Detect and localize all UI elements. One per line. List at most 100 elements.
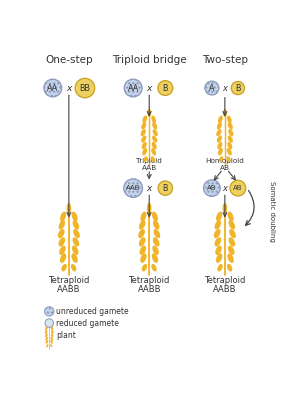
Ellipse shape xyxy=(58,229,65,238)
Ellipse shape xyxy=(44,79,62,97)
Ellipse shape xyxy=(158,181,173,195)
Text: x: x xyxy=(222,184,227,193)
Ellipse shape xyxy=(231,82,245,95)
Text: x: x xyxy=(146,184,152,193)
Ellipse shape xyxy=(71,253,78,263)
Ellipse shape xyxy=(151,148,156,156)
Ellipse shape xyxy=(153,237,160,246)
Ellipse shape xyxy=(152,212,158,222)
Ellipse shape xyxy=(214,237,221,246)
Ellipse shape xyxy=(152,246,159,255)
Text: Triploid bridge: Triploid bridge xyxy=(112,55,187,65)
Ellipse shape xyxy=(223,109,227,117)
Ellipse shape xyxy=(139,220,145,230)
Ellipse shape xyxy=(50,340,53,344)
Ellipse shape xyxy=(152,253,158,263)
Text: B: B xyxy=(163,184,168,193)
Ellipse shape xyxy=(140,253,147,263)
Text: AB: AB xyxy=(207,185,217,191)
Text: Tetraploid: Tetraploid xyxy=(128,276,170,285)
Ellipse shape xyxy=(50,344,52,347)
Ellipse shape xyxy=(73,220,79,230)
Text: AABB: AABB xyxy=(213,285,237,294)
Ellipse shape xyxy=(203,180,220,196)
FancyArrowPatch shape xyxy=(246,190,254,225)
Ellipse shape xyxy=(215,220,221,230)
Ellipse shape xyxy=(73,229,80,238)
Ellipse shape xyxy=(218,148,223,156)
Ellipse shape xyxy=(45,330,48,334)
Ellipse shape xyxy=(227,148,232,156)
Text: Tetraploid: Tetraploid xyxy=(204,276,246,285)
Text: B: B xyxy=(163,84,168,92)
Text: plant: plant xyxy=(56,332,76,340)
Ellipse shape xyxy=(229,229,236,238)
Ellipse shape xyxy=(60,253,66,263)
Ellipse shape xyxy=(228,212,234,222)
Text: AAB: AAB xyxy=(142,164,157,170)
Ellipse shape xyxy=(227,116,232,123)
Text: Tetraploid: Tetraploid xyxy=(48,276,90,285)
Ellipse shape xyxy=(147,203,152,214)
Ellipse shape xyxy=(142,142,147,149)
Text: Triploid: Triploid xyxy=(136,158,162,164)
Ellipse shape xyxy=(228,122,233,130)
Ellipse shape xyxy=(228,129,233,136)
Ellipse shape xyxy=(59,246,66,255)
Ellipse shape xyxy=(50,323,53,327)
Ellipse shape xyxy=(228,136,233,143)
Text: reduced gamete: reduced gamete xyxy=(56,318,119,328)
Ellipse shape xyxy=(45,333,48,337)
Ellipse shape xyxy=(217,264,223,272)
Text: x: x xyxy=(146,84,152,92)
Ellipse shape xyxy=(223,203,227,214)
Ellipse shape xyxy=(219,156,223,162)
Ellipse shape xyxy=(51,337,53,340)
Ellipse shape xyxy=(228,237,235,246)
Ellipse shape xyxy=(139,237,145,246)
Ellipse shape xyxy=(227,264,232,272)
Ellipse shape xyxy=(217,122,222,130)
Ellipse shape xyxy=(151,156,155,162)
Ellipse shape xyxy=(217,136,222,143)
Text: AB: AB xyxy=(233,185,242,191)
Ellipse shape xyxy=(142,148,147,156)
Text: AA: AA xyxy=(47,84,58,92)
Ellipse shape xyxy=(124,179,142,198)
Ellipse shape xyxy=(153,220,160,230)
Ellipse shape xyxy=(140,212,146,222)
Ellipse shape xyxy=(218,116,223,123)
Ellipse shape xyxy=(72,246,78,255)
Text: One-step: One-step xyxy=(45,55,93,65)
Ellipse shape xyxy=(227,156,231,162)
Ellipse shape xyxy=(228,246,235,255)
Ellipse shape xyxy=(46,344,48,347)
Ellipse shape xyxy=(215,246,222,255)
Ellipse shape xyxy=(73,237,79,246)
Ellipse shape xyxy=(216,212,222,222)
Text: AABB: AABB xyxy=(138,285,161,294)
Text: Two-step: Two-step xyxy=(202,55,248,65)
Text: A: A xyxy=(209,84,215,92)
Ellipse shape xyxy=(152,122,157,130)
Text: Somatic doubling: Somatic doubling xyxy=(269,181,275,242)
Ellipse shape xyxy=(143,156,148,162)
Ellipse shape xyxy=(230,180,246,196)
Ellipse shape xyxy=(51,330,54,334)
Text: AB: AB xyxy=(220,164,230,170)
Ellipse shape xyxy=(51,333,53,337)
Ellipse shape xyxy=(142,264,147,272)
Ellipse shape xyxy=(59,237,65,246)
Ellipse shape xyxy=(141,129,146,136)
Ellipse shape xyxy=(124,79,142,97)
Text: x: x xyxy=(66,84,72,92)
Text: Homoploid: Homoploid xyxy=(206,158,244,164)
Ellipse shape xyxy=(72,212,78,222)
Text: AABB: AABB xyxy=(57,285,81,294)
Ellipse shape xyxy=(48,319,50,324)
Ellipse shape xyxy=(217,142,222,149)
Ellipse shape xyxy=(205,81,219,95)
Ellipse shape xyxy=(60,212,66,222)
Ellipse shape xyxy=(158,80,173,96)
Ellipse shape xyxy=(140,246,146,255)
